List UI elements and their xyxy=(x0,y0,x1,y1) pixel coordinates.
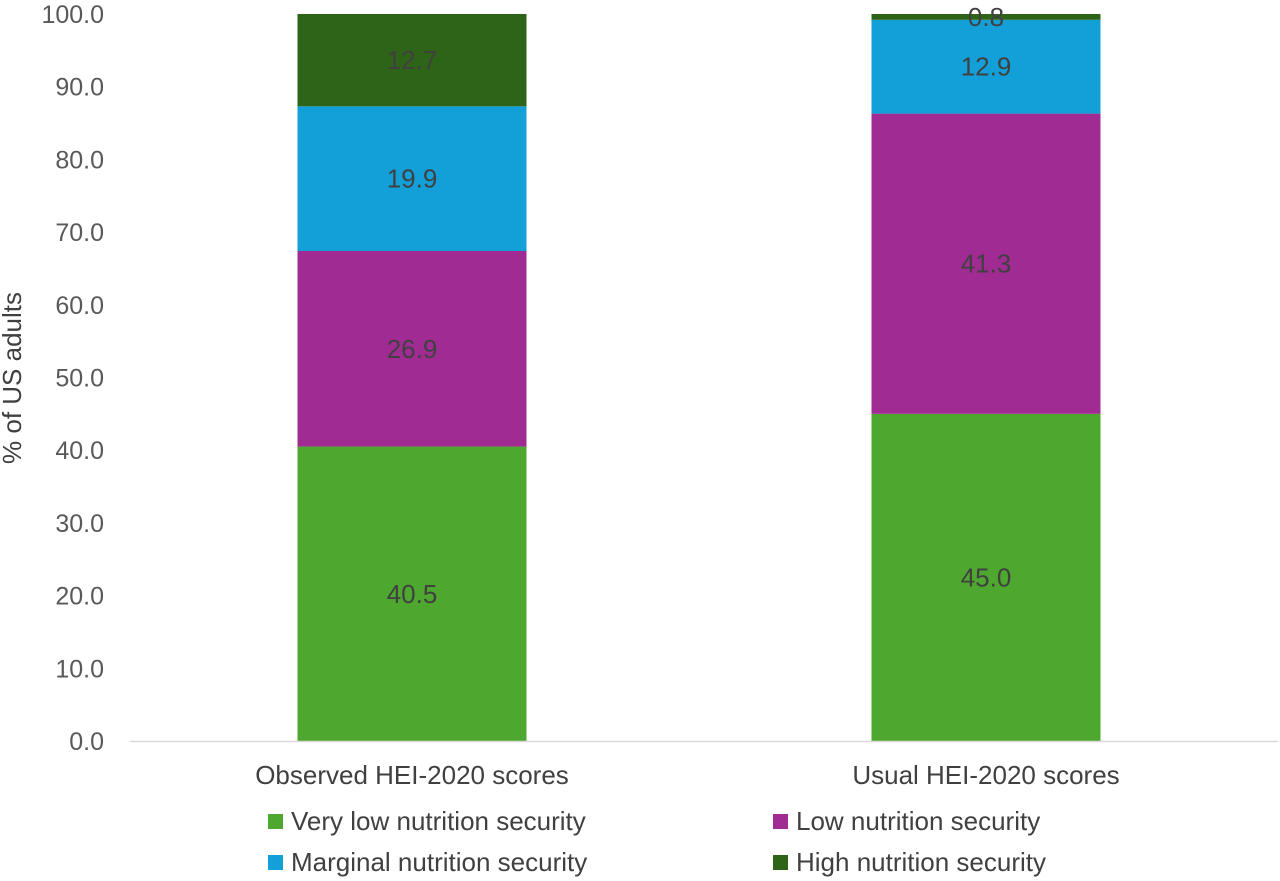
y-tick-label: 40.0 xyxy=(55,437,104,465)
y-tick-label: 90.0 xyxy=(55,74,104,102)
data-label: 0.8 xyxy=(968,2,1004,32)
bar-segments xyxy=(297,14,1101,741)
bar-segment xyxy=(871,19,1101,114)
legend-swatch xyxy=(268,855,283,870)
bar-segment xyxy=(871,14,1101,20)
bar-segment xyxy=(297,106,527,252)
legend-label: Low nutrition security xyxy=(796,806,1041,836)
data-label: 41.3 xyxy=(961,249,1012,279)
y-tick-label: 10.0 xyxy=(55,655,104,683)
y-tick-label: 60.0 xyxy=(55,292,104,320)
data-label: 12.9 xyxy=(961,52,1012,82)
legend-swatch xyxy=(268,814,283,829)
data-label: 40.5 xyxy=(387,579,438,609)
legend-label: Very low nutrition security xyxy=(291,806,586,836)
data-label: 26.9 xyxy=(387,334,438,364)
data-label: 45.0 xyxy=(961,562,1012,592)
legend-swatch xyxy=(773,855,788,870)
bar-segment xyxy=(297,251,527,447)
legend-label: Marginal nutrition security xyxy=(291,847,588,877)
x-axis-category-labels: Observed HEI-2020 scores Usual HEI-2020 s… xyxy=(255,760,1119,790)
y-tick-label: 30.0 xyxy=(55,510,104,538)
bar-segment xyxy=(297,14,527,107)
y-tick-label: 50.0 xyxy=(55,365,104,393)
data-label: 12.7 xyxy=(387,45,438,75)
y-tick-label: 0.0 xyxy=(69,728,104,756)
legend-item-high: High nutrition security xyxy=(773,847,1046,878)
bar-segment xyxy=(297,446,527,741)
x-category-label: Observed HEI-2020 scores xyxy=(255,760,569,790)
bar-segment xyxy=(871,413,1101,741)
y-tick-label: 20.0 xyxy=(55,583,104,611)
legend-swatch xyxy=(773,814,788,829)
bar-segment xyxy=(871,113,1101,414)
y-axis-ticks: 0.0 10.0 20.0 30.0 40.0 50.0 60.0 70.0 80.0 90.0 1… xyxy=(41,1,104,756)
legend-item-very-low: Very low nutrition security xyxy=(268,806,586,837)
legend-item-marginal: Marginal nutrition security xyxy=(268,847,587,878)
y-tick-label: 100.0 xyxy=(41,1,104,29)
y-axis-title: % of US adults xyxy=(0,292,27,464)
data-label: 19.9 xyxy=(387,164,438,194)
data-labels: 40.5 26.9 19.9 12.7 45.0 41.3 12.9 0.8 xyxy=(387,2,1012,609)
legend-label: High nutrition security xyxy=(796,847,1046,877)
legend-item-low: Low nutrition security xyxy=(773,806,1040,837)
x-category-label: Usual HEI-2020 scores xyxy=(852,760,1119,790)
y-tick-label: 80.0 xyxy=(55,146,104,174)
y-tick-label: 70.0 xyxy=(55,219,104,247)
